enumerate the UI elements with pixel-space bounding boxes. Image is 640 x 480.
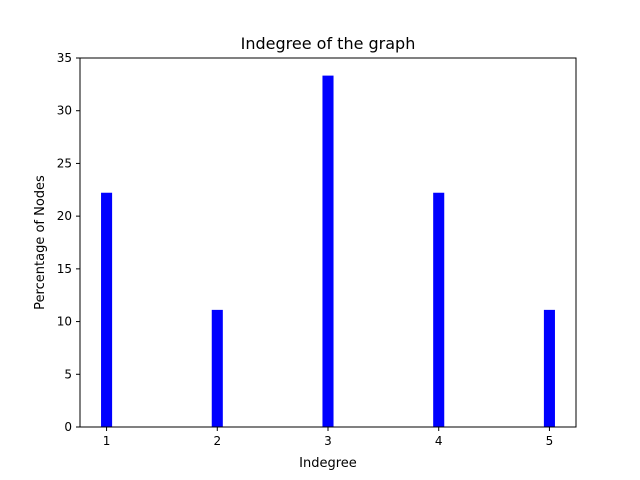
- y-tick-label: 35: [57, 51, 72, 65]
- bar-indegree-2: [211, 309, 223, 427]
- bars-group: [101, 75, 555, 428]
- bar-indegree-4: [433, 192, 445, 427]
- y-tick-label: 25: [57, 156, 72, 170]
- plot-frame: [79, 57, 577, 428]
- y-axis-ticks: 0 5 10 15 20 25 30 35: [57, 51, 80, 434]
- x-tick-label: 3: [324, 434, 332, 448]
- y-tick-label: 10: [57, 315, 72, 329]
- bar-indegree-5: [543, 309, 555, 427]
- x-axis-label: Indegree: [299, 456, 357, 471]
- x-tick-label: 5: [546, 434, 554, 448]
- x-tick-label: 4: [435, 434, 443, 448]
- y-tick-label: 20: [57, 209, 72, 223]
- y-tick-label: 15: [57, 262, 72, 276]
- y-tick-label: 30: [57, 104, 72, 118]
- y-tick-label: 0: [64, 420, 72, 434]
- chart-title: Indegree of the graph: [241, 34, 416, 53]
- bar-indegree-1: [101, 192, 113, 427]
- x-tick-label: 2: [213, 434, 221, 448]
- bar-indegree-3: [322, 75, 334, 428]
- y-axis-label: Percentage of Nodes: [33, 175, 48, 310]
- y-tick-label: 5: [64, 367, 72, 381]
- x-tick-label: 1: [103, 434, 111, 448]
- x-axis-ticks: 1 2 3 4 5: [103, 427, 553, 448]
